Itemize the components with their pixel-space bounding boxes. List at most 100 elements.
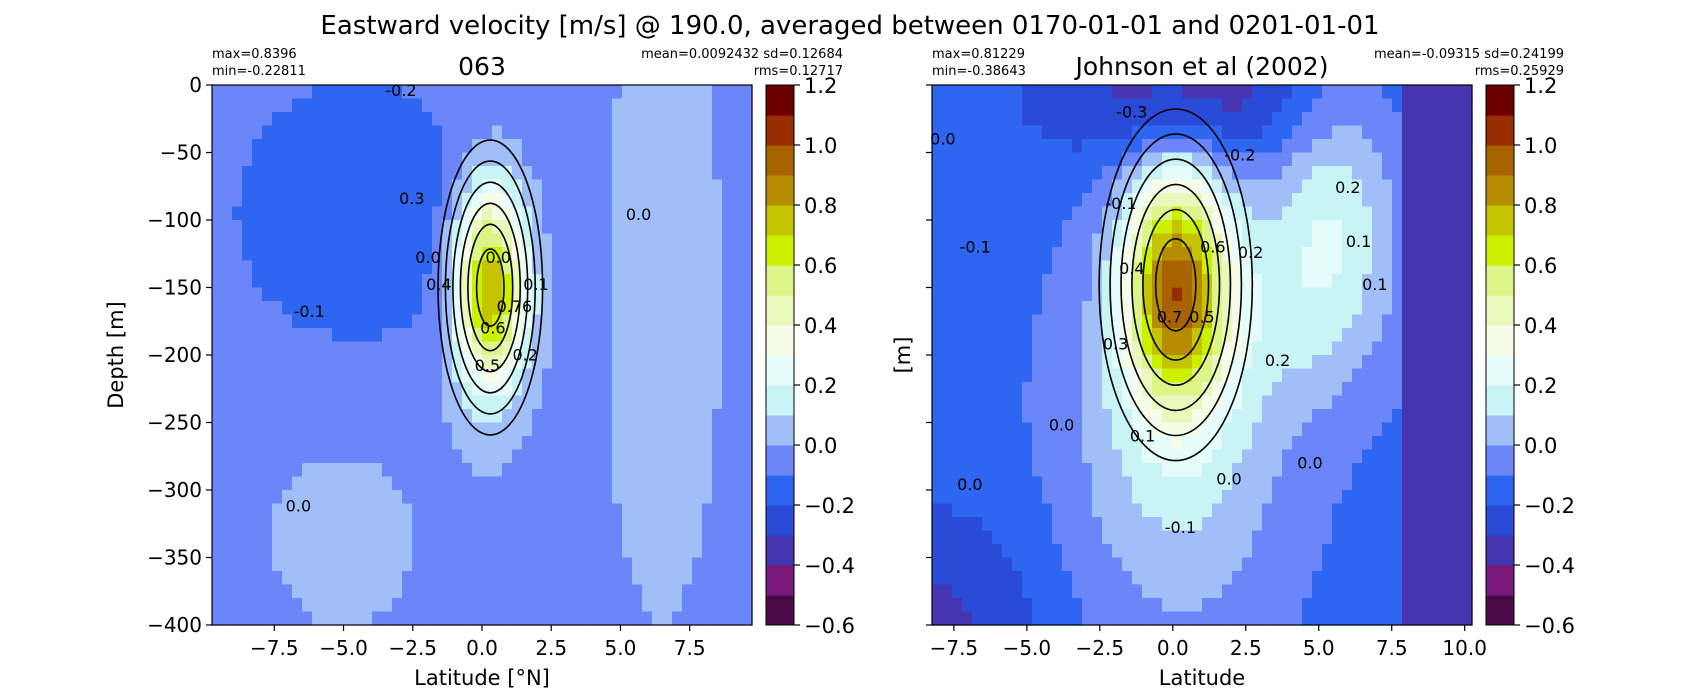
field-cell: [362, 166, 373, 181]
field-cell: [1382, 341, 1393, 356]
field-cell: [1252, 152, 1263, 167]
field-cell: [1172, 247, 1183, 262]
field-cell: [672, 395, 683, 410]
field-cell: [952, 395, 963, 410]
field-cell: [542, 260, 553, 275]
field-cell: [1012, 287, 1023, 302]
field-cell: [1252, 328, 1263, 343]
field-cell: [272, 422, 283, 437]
field-cell: [1082, 98, 1093, 113]
field-cell: [432, 314, 443, 329]
field-cell: [1342, 287, 1353, 302]
field-cell: [532, 314, 543, 329]
field-cell: [272, 490, 283, 505]
field-cell: [232, 395, 243, 410]
field-cell: [712, 193, 723, 208]
field-cell: [582, 139, 593, 154]
field-cell: [522, 503, 533, 518]
field-cell: [682, 476, 693, 491]
field-cell: [382, 490, 393, 505]
field-cell: [1252, 517, 1263, 532]
field-cell: [692, 368, 703, 383]
field-cell: [352, 206, 363, 221]
field-cell: [1052, 152, 1063, 167]
field-cell: [1282, 139, 1293, 154]
field-cell: [722, 544, 733, 559]
field-cell: [742, 287, 753, 302]
field-cell: [272, 125, 283, 140]
field-cell: [272, 571, 283, 586]
field-cell: [632, 301, 643, 316]
field-cell: [992, 490, 1003, 505]
field-cell: [1012, 206, 1023, 221]
field-cell: [1152, 179, 1163, 194]
field-cell: [502, 193, 513, 208]
field-cell: [632, 517, 643, 532]
field-cell: [512, 112, 523, 127]
field-cell: [1232, 395, 1243, 410]
field-cell: [1172, 530, 1183, 545]
field-cell: [982, 287, 993, 302]
field-cell: [612, 476, 623, 491]
field-cell: [632, 220, 643, 235]
field-cell: [1142, 193, 1153, 208]
field-cell: [1292, 490, 1303, 505]
field-cell: [292, 463, 303, 478]
field-cell: [1462, 611, 1473, 626]
field-cell: [1412, 166, 1423, 181]
field-cell: [1282, 85, 1293, 100]
field-cell: [662, 328, 673, 343]
field-cell: [252, 260, 263, 275]
field-cell: [332, 274, 343, 289]
field-cell: [1142, 112, 1153, 127]
field-cell: [672, 301, 683, 316]
field-cell: [1212, 301, 1223, 316]
field-cell: [412, 193, 423, 208]
field-cell: [542, 395, 553, 410]
field-cell: [1172, 287, 1183, 302]
field-cell: [1162, 139, 1173, 154]
field-cell: [1132, 179, 1143, 194]
field-cell: [222, 193, 233, 208]
field-cell: [1062, 611, 1073, 626]
field-cell: [622, 314, 633, 329]
field-cell: [1072, 355, 1083, 370]
field-cell: [1122, 409, 1133, 424]
field-cell: [1252, 301, 1263, 316]
field-cell: [222, 220, 233, 235]
field-cell: [982, 463, 993, 478]
field-cell: [1342, 179, 1353, 194]
field-cell: [402, 125, 413, 140]
field-cell: [402, 530, 413, 545]
field-cell: [972, 355, 983, 370]
field-cell: [682, 206, 693, 221]
field-cell: [1122, 233, 1133, 248]
field-cell: [1012, 476, 1023, 491]
field-cell: [1062, 530, 1073, 545]
field-cell: [1252, 247, 1263, 262]
field-cell: [1042, 139, 1053, 154]
field-cell: [472, 382, 483, 397]
field-cell: [1102, 395, 1113, 410]
field-cell: [712, 530, 723, 545]
field-cell: [1402, 112, 1413, 127]
figure-suptitle: Eastward velocity [m/s] @ 190.0, average…: [320, 11, 1379, 41]
field-cell: [932, 328, 943, 343]
field-cell: [222, 179, 233, 194]
field-cell: [502, 436, 513, 451]
y-axis-label: Depth [m]: [104, 301, 128, 408]
field-cell: [662, 368, 673, 383]
field-cell: [622, 287, 633, 302]
field-cell: [642, 301, 653, 316]
field-cell: [462, 436, 473, 451]
field-cell: [402, 166, 413, 181]
field-cell: [1252, 382, 1263, 397]
field-cell: [662, 314, 673, 329]
field-cell: [1042, 490, 1053, 505]
field-cell: [742, 341, 753, 356]
field-cell: [1172, 206, 1183, 221]
field-cell: [482, 85, 493, 100]
field-cell: [422, 98, 433, 113]
field-cell: [392, 314, 403, 329]
field-cell: [542, 382, 553, 397]
